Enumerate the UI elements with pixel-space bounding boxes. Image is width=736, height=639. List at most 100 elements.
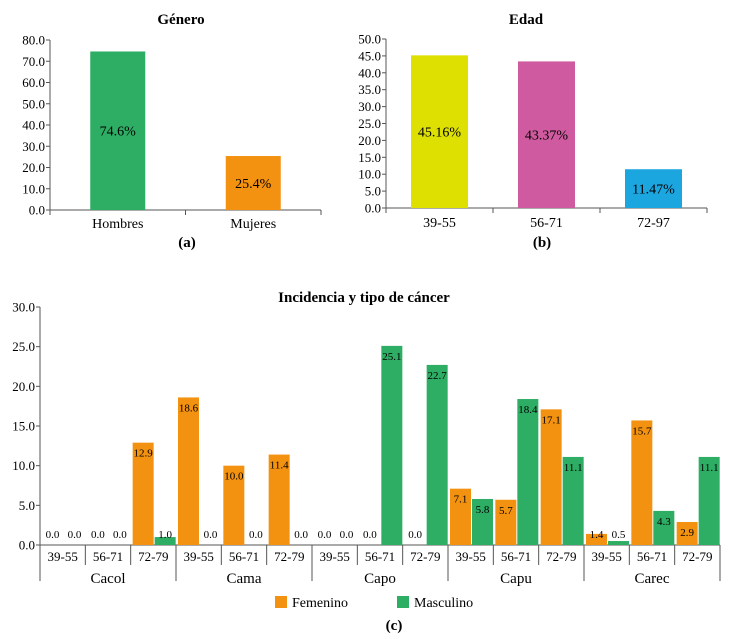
age-tick-label: 39-55 [47, 549, 77, 564]
age-tick-label: 39-55 [183, 549, 213, 564]
bar-value-label: 1.0 [158, 529, 172, 541]
bar-value-label: 11.47% [632, 183, 675, 198]
bar-value-label: 1.4 [590, 529, 604, 541]
chart-cancer-bars: 0.0 0.0 0.0 0.0 12.9 1.0 18.6 0.0 10.0 0.0 11.4 0.0… [46, 345, 720, 545]
chart-gender: Género 0.0 10.0 20.0 30.0 40.0 50.0 60.0 70.0 80… [22, 12, 322, 251]
bar-value-label: 0.0 [340, 529, 354, 541]
bar-femenino-carec-72-79 [676, 521, 698, 545]
bar-mujeres [225, 156, 281, 210]
bar-value-label: 12.9 [134, 448, 154, 460]
chart-gender-bars: 74.6% 25.4% [90, 51, 281, 210]
bar-value-label: 10.0 [224, 471, 244, 483]
bar-value-label: 25.1 [382, 351, 401, 363]
age-tick-label: 39-55 [591, 549, 621, 564]
chart-age-bars: 45.16% 43.37% 11.47% [411, 55, 682, 209]
chart-gender-title: Género [157, 12, 204, 28]
group-label-capu: Capu [500, 571, 532, 587]
age-y-tick-label: 40.0 [358, 65, 381, 80]
bar-value-label: 22.7 [428, 370, 448, 382]
cancer-y-tick-label: 15.0 [12, 419, 35, 434]
bar-value-label: 0.0 [204, 529, 218, 541]
age-y-tick-label: 15.0 [358, 150, 381, 165]
bar-value-label: 0.0 [113, 529, 127, 541]
bar-age-56-71 [518, 61, 575, 209]
chart-gender-caption: (a) [178, 235, 196, 251]
x-tick-label: 72-97 [637, 216, 670, 231]
gender-y-tick-label: 10.0 [22, 181, 45, 196]
bar-value-label: 11.1 [700, 462, 719, 474]
bar-value-label: 0.0 [249, 529, 263, 541]
bar-value-label: 4.3 [657, 516, 671, 528]
x-tick-label: 39-55 [423, 216, 456, 231]
bar-value-label: 45.16% [418, 126, 462, 141]
bar-masculino-capo-56-71 [381, 345, 403, 545]
x-tick-label: 56-71 [530, 216, 563, 231]
age-y-tick-label: 25.0 [358, 116, 381, 131]
bar-femenino-capu-56-71 [495, 499, 517, 545]
bar-femenino-capu-39-55 [450, 488, 471, 545]
bar-femenino-carec-39-55 [586, 533, 607, 545]
group-label-carec: Carec [635, 571, 670, 587]
bar-value-label: 0.0 [91, 529, 105, 541]
age-tick-label: 72-79 [410, 549, 440, 564]
gender-y-tick-label: 50.0 [22, 96, 45, 111]
bar-masculino-capu-72-79 [562, 456, 584, 545]
cancer-y-tick-label: 20.0 [12, 379, 35, 394]
bar-masculino-capu-56-71 [517, 399, 539, 545]
age-tick-label: 72-79 [546, 549, 576, 564]
bar-age-72-97 [625, 169, 682, 208]
bar-masculino-cacol-72-79 [154, 537, 176, 545]
bar-value-label: 18.6 [179, 402, 199, 414]
age-tick-label: 56-71 [229, 549, 259, 564]
bar-femenino-cama-56-71 [223, 465, 245, 545]
age-y-tick-label: 45.0 [358, 48, 381, 63]
group-label-capo: Capo [364, 571, 396, 587]
bar-value-label: 0.5 [612, 529, 626, 541]
cancer-y-tick-label: 5.0 [19, 498, 35, 513]
cancer-y-tick-label: 10.0 [12, 458, 35, 473]
bar-masculino-capo-72-79 [426, 364, 448, 545]
bar-masculino-capu-39-55 [472, 498, 493, 545]
gender-y-tick-label: 40.0 [22, 118, 45, 133]
age-y-tick-label: 50.0 [358, 32, 381, 47]
bar-value-label: 5.8 [476, 504, 490, 516]
bar-femenino-capu-72-79 [540, 409, 562, 545]
age-tick-label: 39-55 [319, 549, 349, 564]
cancer-y-tick-label: 0.0 [19, 538, 35, 553]
legend-swatch-femenino [275, 596, 287, 608]
age-y-tick-label: 20.0 [358, 133, 381, 148]
legend-label-femenino: Femenino [292, 596, 348, 611]
age-y-tick-label: 35.0 [358, 82, 381, 97]
chart-age-caption: (b) [533, 235, 551, 251]
bar-value-label: 15.7 [632, 425, 652, 437]
chart-gender-axes: 0.0 10.0 20.0 30.0 40.0 50.0 60.0 70.0 80.0 Hombr… [22, 33, 322, 232]
bar-value-label: 74.6% [100, 125, 137, 140]
bar-value-label: 43.37% [525, 129, 569, 144]
bar-masculino-carec-39-55 [608, 541, 629, 545]
gender-y-tick-label: 70.0 [22, 54, 45, 69]
x-tick-label: Hombres [92, 217, 143, 232]
bar-femenino-cama-72-79 [268, 454, 290, 545]
bar-age-39-55 [411, 55, 468, 209]
chart-cancer-caption: (c) [386, 618, 403, 634]
gender-y-tick-label: 80.0 [22, 33, 45, 48]
age-tick-label: 56-71 [637, 549, 667, 564]
legend-swatch-masculino [397, 596, 409, 608]
age-tick-label: 39-55 [455, 549, 485, 564]
gender-y-tick-label: 60.0 [22, 75, 45, 90]
chart-cancer-incidence: Incidencia y tipo de cáncer 0.0 5.0 10.0 15… [12, 290, 721, 634]
age-y-tick-label: 5.0 [365, 184, 381, 199]
bar-femenino-cacol-72-79 [132, 442, 154, 545]
bar-value-label: 11.1 [564, 462, 583, 474]
gender-y-tick-label: 0.0 [29, 203, 45, 218]
cancer-y-tick-label: 25.0 [12, 339, 35, 354]
bar-value-label: 0.0 [363, 529, 377, 541]
bar-hombres [90, 51, 146, 210]
bar-value-label: 0.0 [294, 529, 308, 541]
age-tick-label: 56-71 [501, 549, 531, 564]
chart-age-axes: 0.0 5.0 10.0 15.0 20.0 25.0 30.0 35.0 40.0 45.050… [358, 32, 708, 231]
age-y-tick-label: 0.0 [365, 201, 381, 216]
gender-y-tick-label: 20.0 [22, 160, 45, 175]
age-tick-label: 72-79 [682, 549, 712, 564]
